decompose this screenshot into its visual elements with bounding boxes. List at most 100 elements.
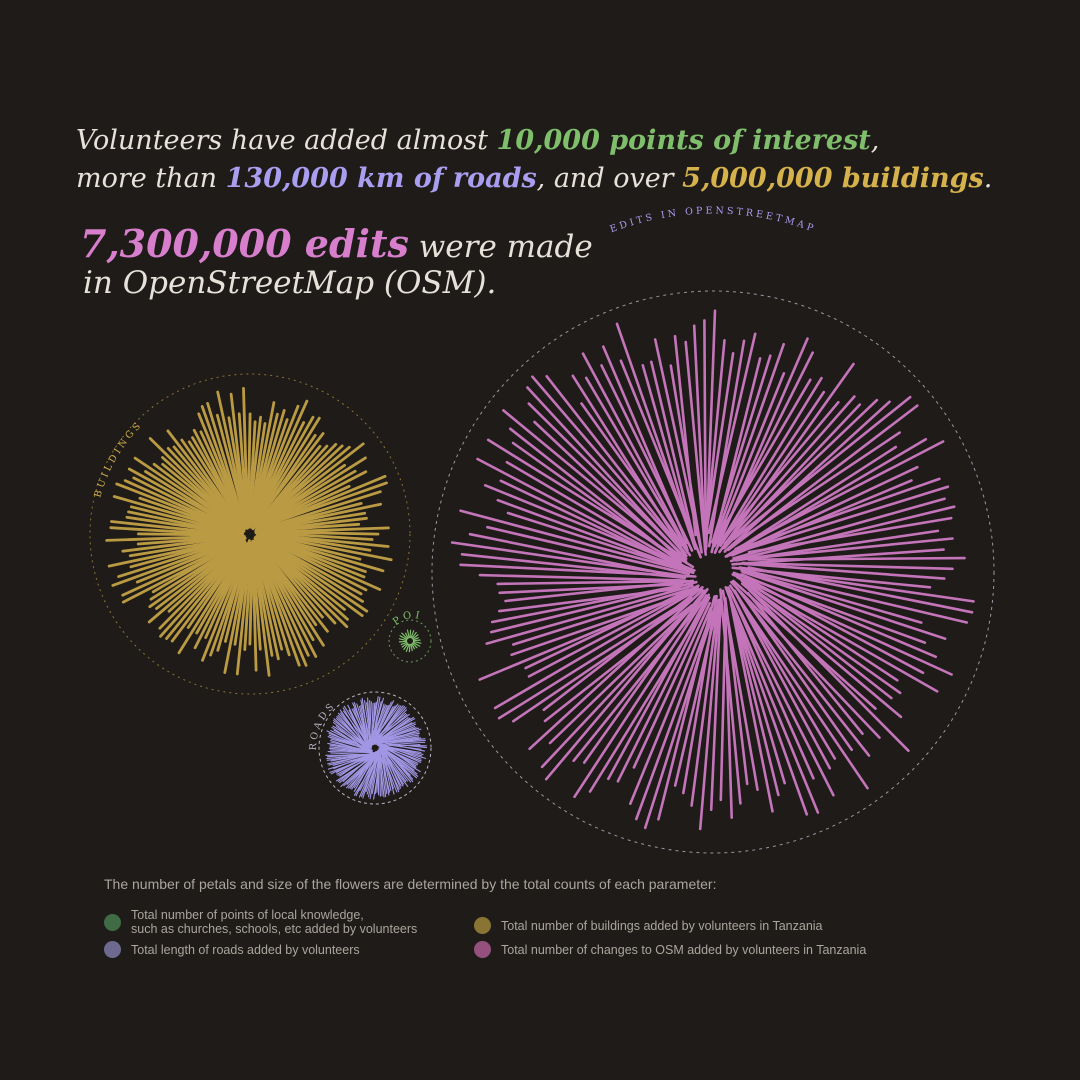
legend-item-edits: Total number of changes to OSM added by …	[474, 941, 866, 958]
buildings-petal	[260, 534, 366, 579]
edits-petal	[725, 400, 840, 538]
edits-petal	[740, 569, 923, 624]
edits-petal	[505, 460, 685, 567]
headline-line-2: more than 130,000 km of roads, and over …	[76, 160, 1036, 198]
roads-petal	[378, 747, 409, 787]
roads-petal	[327, 754, 374, 770]
headline-text: ,	[870, 125, 880, 156]
roads-petal	[369, 696, 379, 745]
roads-petal	[330, 752, 372, 756]
roads-petal	[368, 701, 372, 745]
edits-petal	[571, 374, 682, 548]
buildings-petal	[262, 532, 372, 552]
edits-petal	[543, 604, 694, 723]
buildings-petal	[155, 540, 245, 610]
buildings-petal	[121, 541, 241, 604]
edits-petal	[545, 374, 687, 555]
poi-highlight: 10,000 points of interest	[496, 125, 871, 156]
buildings-petal	[105, 534, 245, 542]
edits-petal	[740, 537, 954, 561]
buildings-petal	[242, 386, 249, 524]
edits-headline: 7,300,000 edits were made in OpenStreetM…	[80, 225, 593, 302]
headline-text: more than	[76, 163, 226, 194]
roads-petal	[371, 704, 400, 742]
edits-highlight: 7,300,000 edits	[80, 221, 409, 266]
edits-petal	[673, 334, 697, 537]
edits-petal	[531, 375, 688, 558]
edits-petal	[485, 584, 694, 645]
poi-boundary	[388, 619, 432, 663]
buildings-petal	[229, 392, 248, 523]
edits-petal	[747, 588, 910, 753]
edits-petal	[540, 596, 703, 769]
edits-petal	[731, 548, 945, 566]
edits-petal	[728, 398, 879, 542]
edits-petal	[743, 477, 941, 549]
edits-petal	[581, 352, 689, 549]
buildings-petal	[223, 543, 251, 643]
edits-suffix: were made	[408, 229, 593, 265]
roads-highlight: 130,000 km of roads	[225, 163, 537, 194]
edits-petal	[728, 594, 787, 785]
edits-petal	[508, 427, 677, 561]
roads-petal	[329, 755, 375, 773]
edits-petal	[582, 587, 709, 764]
roads-petal	[335, 725, 368, 752]
headline-text: , and over	[536, 163, 683, 194]
buildings-petal	[206, 401, 245, 524]
roads-petal	[379, 741, 425, 752]
edits-petal	[692, 324, 707, 553]
buildings-petal	[200, 405, 245, 524]
buildings-petal	[252, 415, 315, 524]
edits-petal	[584, 376, 689, 552]
roads-petal	[330, 739, 371, 753]
edits-petal	[743, 562, 946, 580]
buildings-petal	[123, 479, 240, 533]
legend-item-buildings: Total number of buildings added by volun…	[474, 917, 823, 934]
buildings-petal	[170, 544, 246, 643]
edits-petal	[729, 598, 780, 797]
edits-petal	[486, 525, 691, 576]
buildings-petal	[253, 543, 284, 651]
roads-petal	[373, 712, 407, 741]
edits-petal	[527, 586, 699, 678]
buildings-petal	[251, 542, 271, 677]
roads-petal	[375, 721, 416, 742]
roads-petal	[382, 749, 395, 795]
roads-petal	[361, 697, 370, 746]
roads-petal	[369, 704, 386, 743]
edits-petal	[729, 580, 881, 739]
buildings-highlight: 5,000,000 buildings	[682, 163, 984, 194]
legend-label: Total number of changes to OSM added by …	[501, 942, 867, 957]
roads-petal	[370, 704, 388, 743]
buildings-petal	[132, 476, 240, 533]
edits-petal	[493, 588, 699, 710]
edits-petal	[744, 579, 899, 682]
roads-petal	[382, 745, 414, 783]
edits-petal	[719, 378, 812, 535]
buildings-petal	[252, 416, 321, 526]
edits-petal	[497, 596, 693, 720]
roads-petal	[371, 701, 392, 744]
edits-petal	[673, 606, 719, 787]
buildings-petal	[243, 544, 254, 651]
roads-petal	[343, 754, 378, 787]
legend-label: Total number of buildings added by volun…	[501, 918, 823, 933]
edits-petal	[719, 609, 727, 802]
buildings-petal	[257, 469, 357, 528]
buildings-petal	[148, 437, 243, 530]
edits-petal	[615, 322, 697, 551]
edits-petal	[707, 332, 757, 535]
roads-petal	[381, 749, 392, 792]
roads-petal	[380, 747, 407, 783]
legend-item-poi: Total number of points of local knowledg…	[104, 908, 417, 936]
edits-petal	[669, 364, 703, 551]
edits-petal	[725, 589, 809, 816]
edits-petal	[649, 360, 697, 545]
edits-petal	[628, 606, 713, 806]
buildings-petal	[256, 445, 351, 526]
edits-petal	[732, 395, 912, 541]
edits-petal	[703, 319, 708, 551]
roads-petal	[339, 709, 368, 750]
